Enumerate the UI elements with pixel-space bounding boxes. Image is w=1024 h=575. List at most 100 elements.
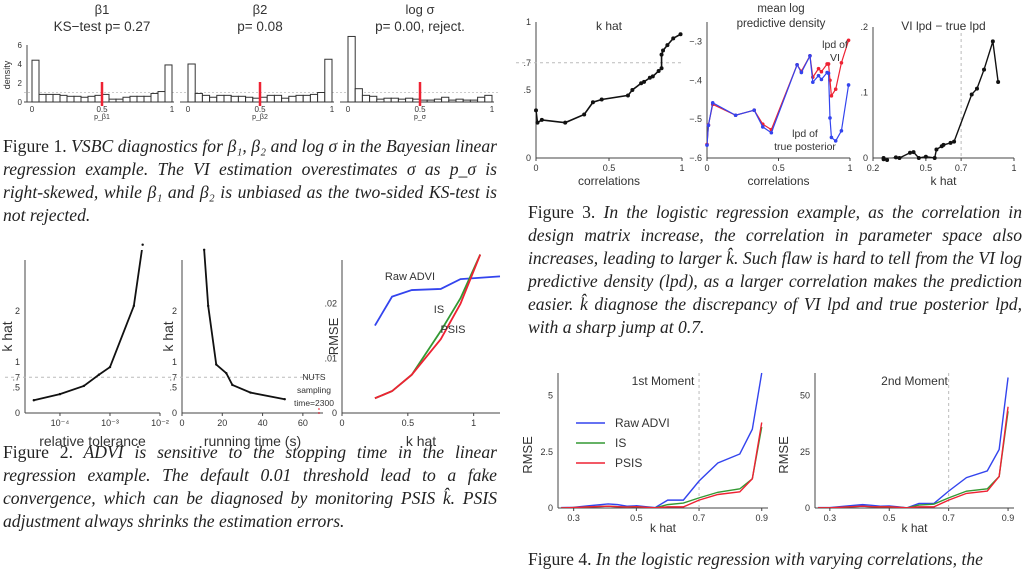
chart-mean-lpd: 0 0.5 1 −.6 −.5 −.4 −.3 correlations mean log pre…: [689, 3, 852, 188]
x-axis-label: relative tolerance: [39, 433, 146, 449]
y-tick-label: −.5: [689, 114, 702, 124]
x-tick-label: 0.9: [755, 513, 768, 523]
histogram-beta1: β1 KS−test p= 0.27 0 0.5 1 p_β1 0 2 4 6 density: [2, 2, 180, 121]
histogram-bar: [462, 99, 471, 103]
series-label-psis: PSIS: [440, 324, 465, 336]
x-tick-label: 1: [679, 163, 684, 173]
legend-label: Raw ADVI: [615, 416, 670, 430]
data-point: [32, 399, 36, 402]
x-tick-label: 0.5: [96, 105, 108, 114]
y-tick-label: .1: [860, 88, 868, 98]
data-point: [934, 147, 939, 152]
x-tick-label: 10⁻²: [151, 418, 169, 428]
data-point: [982, 67, 987, 72]
x-axis-label: correlations: [747, 174, 809, 188]
x-tick-label: 1: [471, 418, 476, 428]
data-point: [97, 373, 101, 376]
y-tick-label: 1: [526, 17, 531, 27]
y-tick-label: .5: [169, 383, 177, 393]
x-axis-label: p_β1: [94, 114, 110, 121]
series-line-psis: [561, 422, 763, 508]
data-point: [948, 140, 953, 145]
data-point: [705, 143, 709, 147]
histogram-bar: [150, 92, 159, 103]
caption-text: ADVI is sensitive to the stopping time i…: [3, 442, 497, 531]
data-point: [893, 155, 898, 160]
chart-title: β2: [253, 2, 268, 17]
data-point: [656, 68, 661, 73]
y-tick-label: 50: [800, 391, 810, 401]
series-line-raw-advi: [374, 275, 501, 327]
histogram-bar: [405, 97, 414, 103]
data-point: [811, 80, 815, 85]
x-tick-label: 0: [704, 163, 709, 173]
x-tick-label: 0.5: [402, 418, 415, 428]
x-tick-label: 0.5: [920, 163, 933, 173]
data-point: [582, 112, 587, 117]
histogram-bar: [122, 96, 131, 103]
y-tick-label: .7: [12, 372, 20, 382]
chart-relative-tolerance: 10⁻⁴ 10⁻³ 10⁻² 0 .5.7 1 2 relative tolerance k h…: [0, 243, 169, 449]
chart-second-moment: 0.3 0.5 0.7 0.9 0 25 50 2nd Moment k hat RMSE: [776, 373, 1014, 535]
y-tick-label: 25: [800, 447, 810, 457]
x-tick-label: 0.3: [824, 513, 837, 523]
data-point: [839, 129, 844, 133]
y-tick-label: −.6: [689, 153, 702, 163]
data-point: [215, 363, 218, 366]
data-point: [990, 39, 995, 44]
data-point: [829, 94, 834, 98]
series-label-lpd-true-line-1: lpd of: [792, 128, 818, 140]
x-tick-label: 0.5: [603, 163, 616, 173]
x-tick-label: 60: [298, 418, 308, 428]
data-point: [799, 70, 804, 75]
y-tick-label: 0: [548, 503, 553, 513]
data-point: [908, 150, 913, 155]
histogram-bar: [201, 94, 211, 103]
y-tick-label: .01: [324, 353, 337, 363]
chart-first-moment: 0.3 0.5 0.7 0.9 0 2.5 5 1st Moment k hat RMSE Raw …: [520, 372, 768, 535]
series-label-lpd-vi-line-2: VI: [830, 52, 840, 64]
data-point: [911, 150, 916, 155]
data-point: [795, 62, 799, 67]
data-point: [82, 384, 86, 388]
histogram-bar: [66, 95, 75, 103]
data-point: [819, 77, 824, 82]
data-point: [897, 156, 902, 160]
x-tick-label: 0: [533, 163, 538, 173]
x-tick-label: 0.3: [567, 513, 580, 523]
data-point: [828, 116, 832, 120]
data-point: [590, 100, 595, 105]
x-tick-label: 0: [179, 418, 184, 428]
y-tick-label: −.4: [689, 75, 702, 85]
data-point: [974, 86, 979, 91]
x-axis-label: p_σ: [414, 114, 427, 121]
chart-subtitle: p= 0.00, reject.: [375, 19, 465, 34]
legend-label: PSIS: [615, 456, 642, 470]
x-axis-label: correlations: [578, 174, 640, 188]
histogram-bar: [484, 94, 493, 103]
y-tick-label: .7: [523, 58, 531, 68]
histogram-bar: [361, 94, 371, 103]
histogram-bar: [157, 91, 166, 103]
data-point: [941, 142, 946, 147]
data-point: [206, 304, 210, 308]
chart-title: 2nd Moment: [881, 374, 948, 388]
series-label-lpd-vi-line-1: lpd of: [822, 39, 848, 51]
data-point: [826, 62, 831, 66]
data-point: [752, 108, 756, 113]
histogram-bar: [136, 95, 145, 103]
histogram-bar: [216, 94, 225, 103]
histogram-bar: [45, 93, 54, 103]
series-line-raw-advi: [561, 372, 763, 508]
chart-title: log σ: [406, 2, 435, 17]
histogram-bar: [80, 96, 89, 103]
x-tick-label: 0.5: [630, 513, 643, 523]
histogram-bar: [383, 97, 392, 103]
x-tick-label: 1: [330, 105, 335, 114]
histogram-bar: [369, 95, 378, 103]
x-tick-label: 0: [339, 418, 344, 428]
data-point: [839, 61, 844, 65]
histogram-bar: [223, 94, 232, 103]
y-axis-label: RMSE: [520, 436, 535, 474]
data-point: [829, 135, 834, 140]
